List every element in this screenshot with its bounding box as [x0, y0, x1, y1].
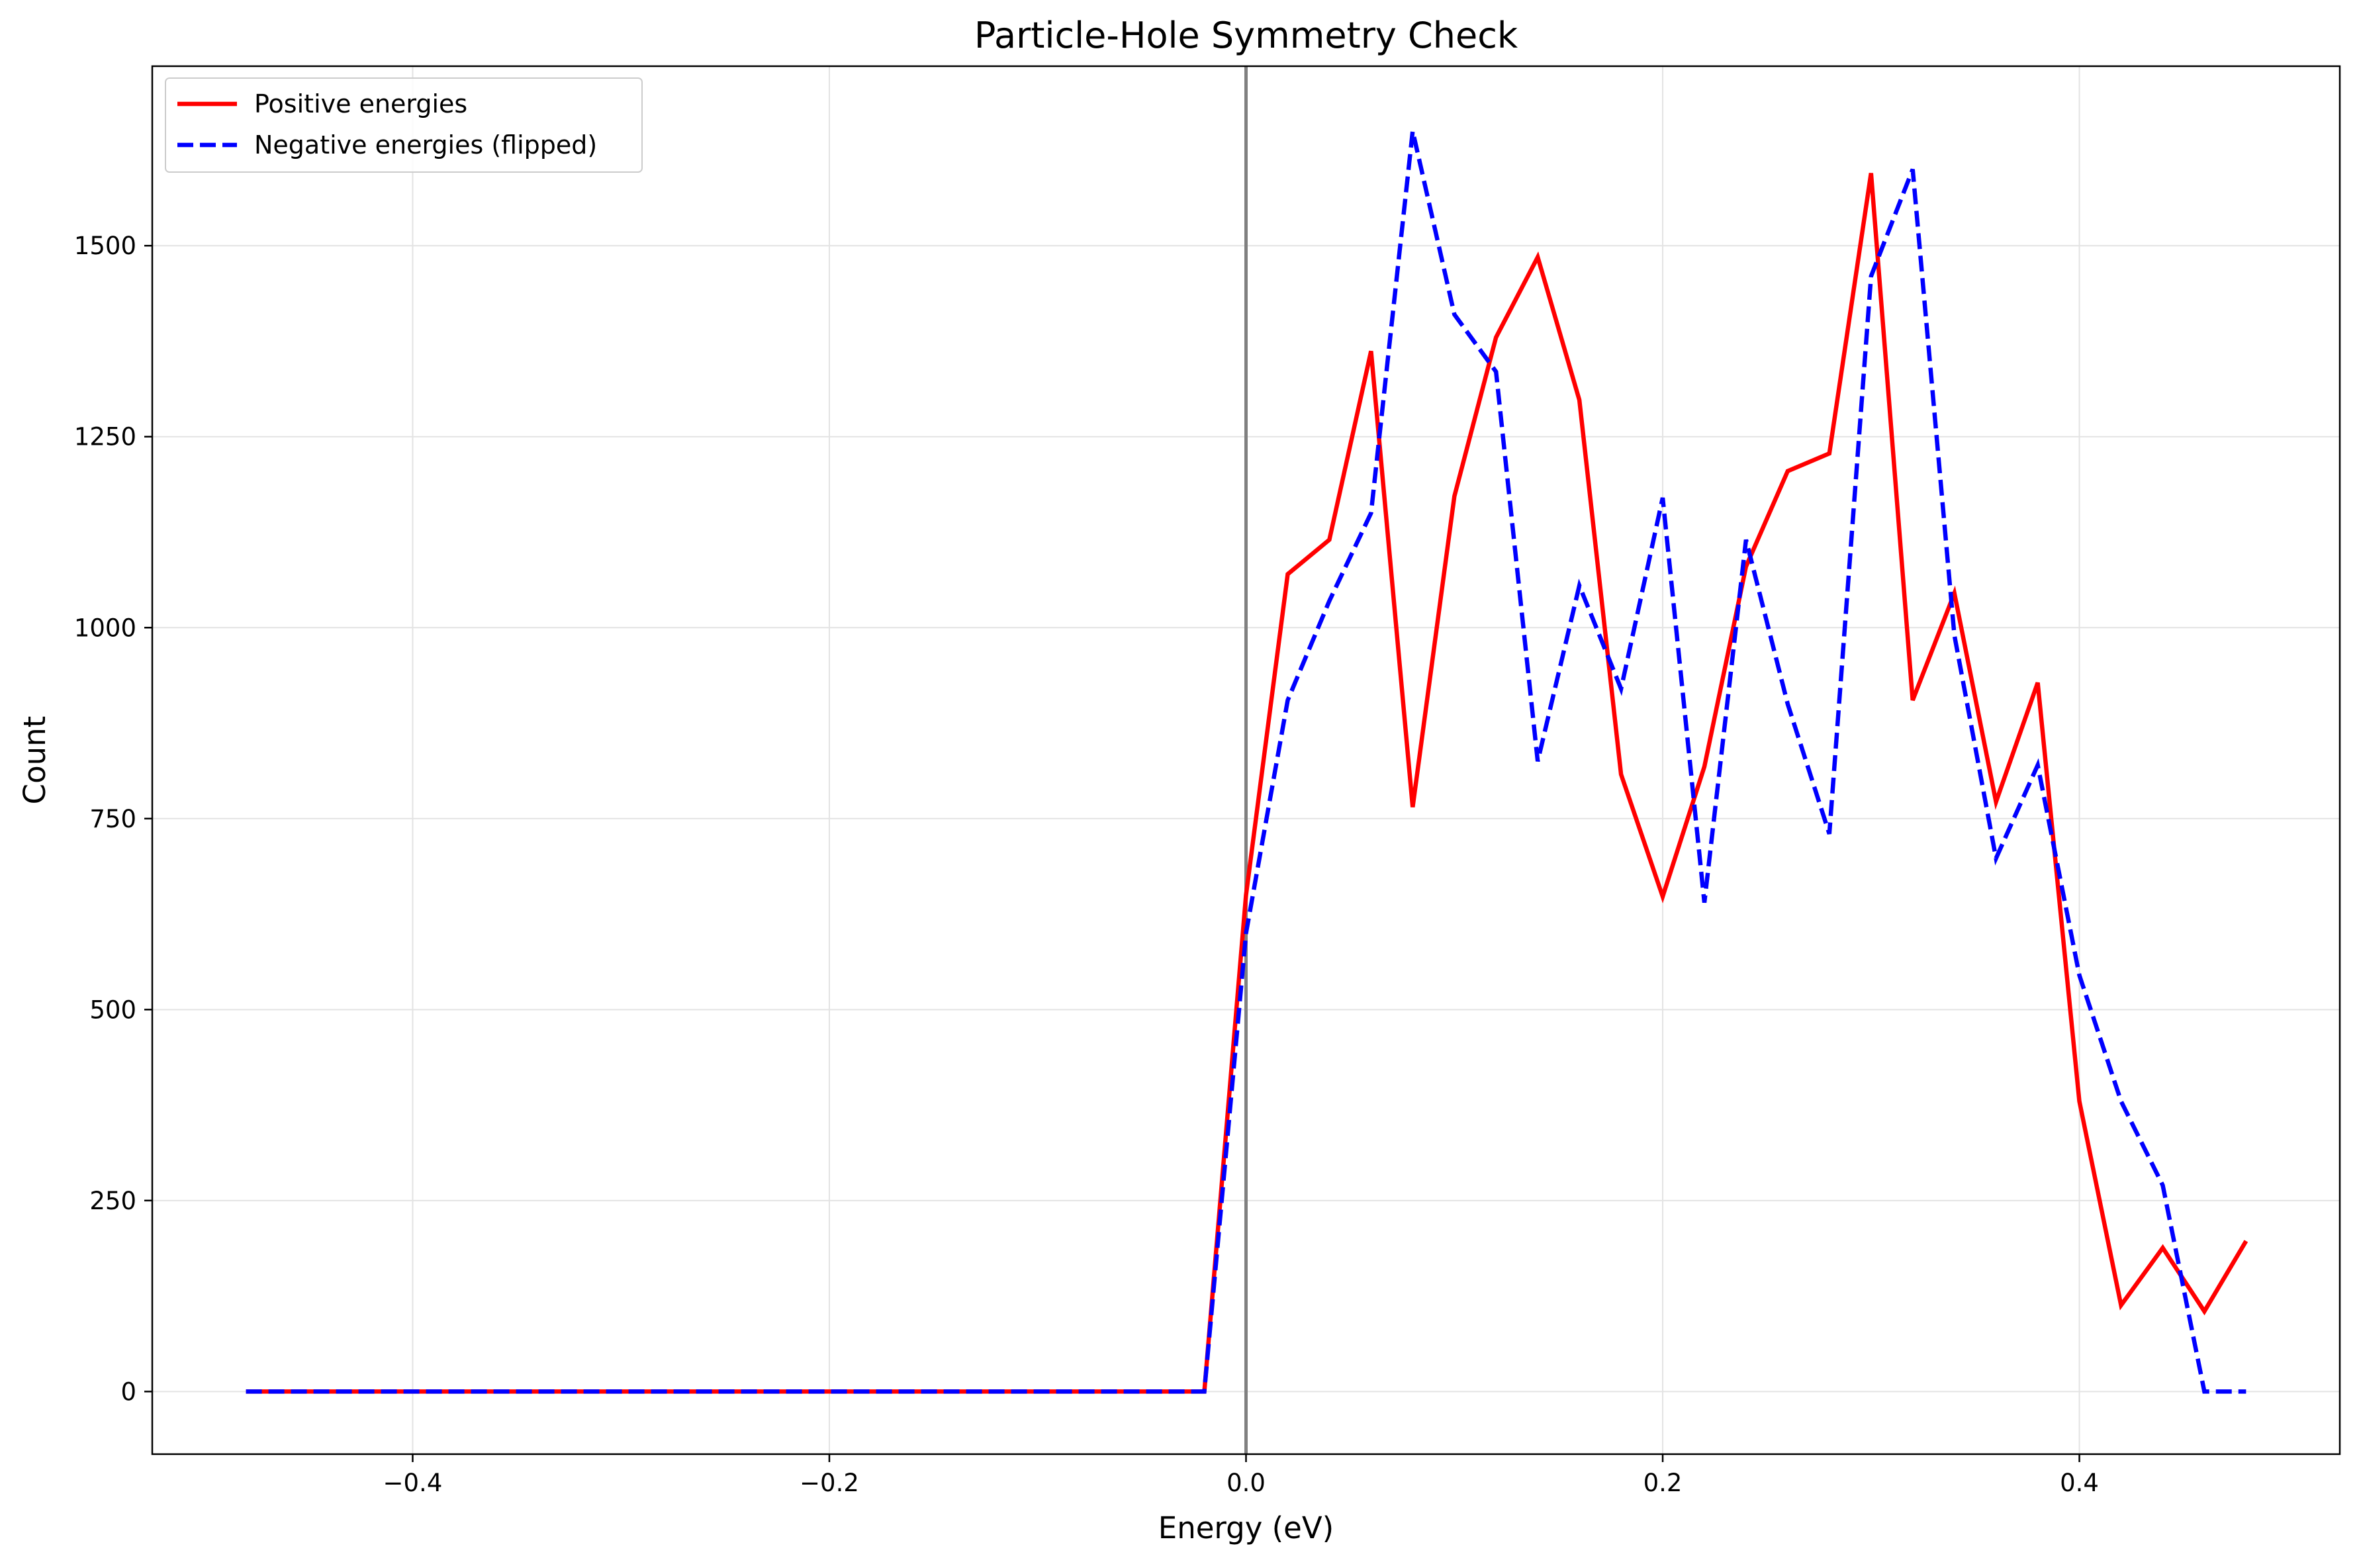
- x-tick-label: 0.4: [2060, 1469, 2099, 1497]
- series-layer: [246, 130, 2248, 1394]
- x-tick-label: −0.2: [800, 1469, 859, 1497]
- legend-label-negative-energies: Negative energies (flipped): [254, 130, 597, 160]
- y-tick-label: 750: [89, 805, 136, 833]
- x-axis-label: Energy (eV): [1158, 1510, 1334, 1545]
- y-tick-label: 500: [89, 995, 136, 1024]
- legend-label-positive-energies: Positive energies: [254, 89, 467, 118]
- y-tick-label: 1250: [74, 423, 136, 451]
- y-tick-label: 0: [120, 1377, 136, 1406]
- y-tick-label: 250: [89, 1187, 136, 1215]
- legend-box: [165, 77, 643, 173]
- legend: Positive energies Negative energies (fli…: [165, 77, 643, 173]
- series-line-positive-energies: [246, 173, 2248, 1394]
- y-axis-ticks: 0 250 500 750 1000 1250 1500: [74, 232, 152, 1406]
- y-axis-label: Count: [17, 716, 52, 805]
- series-line-negative-energies: [246, 130, 2246, 1394]
- y-tick-label: 1500: [74, 232, 136, 260]
- x-tick-label: −0.4: [383, 1469, 443, 1497]
- chart-title: Particle-Hole Symmetry Check: [974, 15, 1518, 56]
- x-tick-label: 0.0: [1226, 1469, 1266, 1497]
- x-tick-label: 0.2: [1643, 1469, 1683, 1497]
- y-tick-label: 1000: [74, 614, 136, 642]
- x-axis-ticks: −0.4 −0.2 0.0 0.2 0.4: [383, 1454, 2099, 1497]
